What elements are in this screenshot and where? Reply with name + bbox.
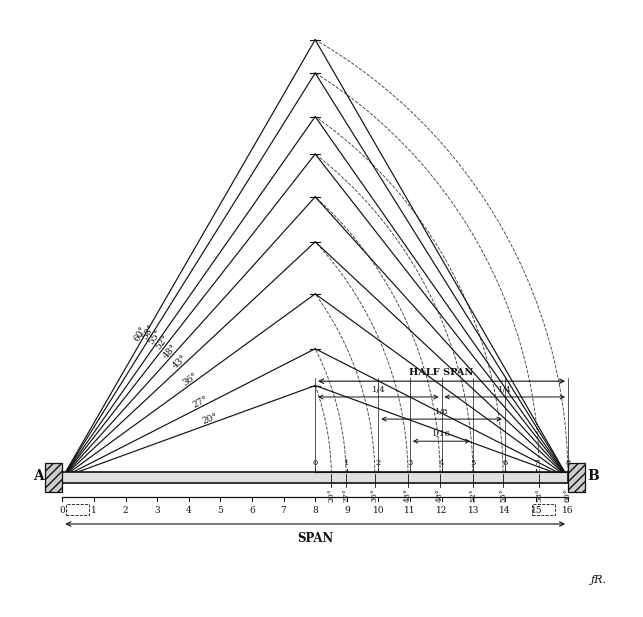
Text: 60°: 60° [564, 488, 572, 502]
Bar [45, 463, 62, 492]
Text: 36°: 36° [371, 488, 379, 502]
Text: 52°: 52° [469, 488, 477, 502]
Text: 43°: 43° [171, 353, 189, 370]
Text: 15: 15 [530, 506, 542, 515]
Text: 8: 8 [312, 506, 318, 515]
Text: 11: 11 [404, 506, 416, 515]
Text: 1: 1 [344, 460, 349, 468]
Text: 2: 2 [376, 460, 381, 468]
Text: 8: 8 [565, 460, 570, 468]
Text: 1/4: 1/4 [498, 386, 512, 394]
Text: 13: 13 [467, 506, 479, 515]
Text: 48°: 48° [161, 342, 179, 360]
Text: 12: 12 [436, 506, 448, 515]
Text: 5: 5 [471, 460, 476, 468]
Text: B: B [587, 469, 599, 483]
Text: 5: 5 [217, 506, 223, 515]
Text: 20°: 20° [201, 412, 219, 426]
Text: 3: 3 [407, 460, 413, 468]
Text: 0: 0 [312, 460, 318, 468]
Text: 48°: 48° [436, 488, 444, 502]
Text: 55°: 55° [147, 328, 163, 347]
Text: 55°: 55° [499, 488, 507, 502]
Bar [62, 473, 568, 482]
Text: A: A [33, 469, 44, 483]
Text: 1/4: 1/4 [372, 386, 385, 394]
Bar [568, 463, 585, 492]
Text: 4: 4 [439, 460, 444, 468]
Text: 10: 10 [373, 506, 384, 515]
Text: SPAN: SPAN [297, 532, 333, 545]
Text: 0: 0 [60, 506, 66, 515]
Text: 27°: 27° [342, 488, 350, 502]
Text: 20°: 20° [327, 488, 336, 502]
Text: 1: 1 [91, 506, 97, 515]
Text: 36°: 36° [181, 371, 199, 387]
Bar [532, 504, 556, 515]
Text: HALF SPAN: HALF SPAN [410, 368, 474, 378]
Text: 1/16: 1/16 [432, 430, 451, 438]
Text: 52°: 52° [154, 333, 171, 351]
Text: ƒR.: ƒR. [590, 575, 606, 585]
Text: 4: 4 [186, 506, 192, 515]
Bar [66, 504, 89, 515]
Text: 6: 6 [502, 460, 507, 468]
Text: 6: 6 [249, 506, 255, 515]
Text: 58°: 58° [140, 323, 156, 342]
Text: 2: 2 [123, 506, 129, 515]
Text: 16: 16 [562, 506, 574, 515]
Text: 9: 9 [344, 506, 350, 515]
Text: 7: 7 [534, 460, 539, 468]
Text: 1/8: 1/8 [435, 408, 448, 416]
Text: 43°: 43° [404, 488, 412, 502]
Text: 14: 14 [499, 506, 511, 515]
Text: 60°: 60° [132, 324, 149, 342]
Text: 7: 7 [281, 506, 287, 515]
Text: 58°: 58° [536, 488, 543, 502]
Text: 27°: 27° [191, 395, 209, 410]
Text: 3: 3 [154, 506, 160, 515]
